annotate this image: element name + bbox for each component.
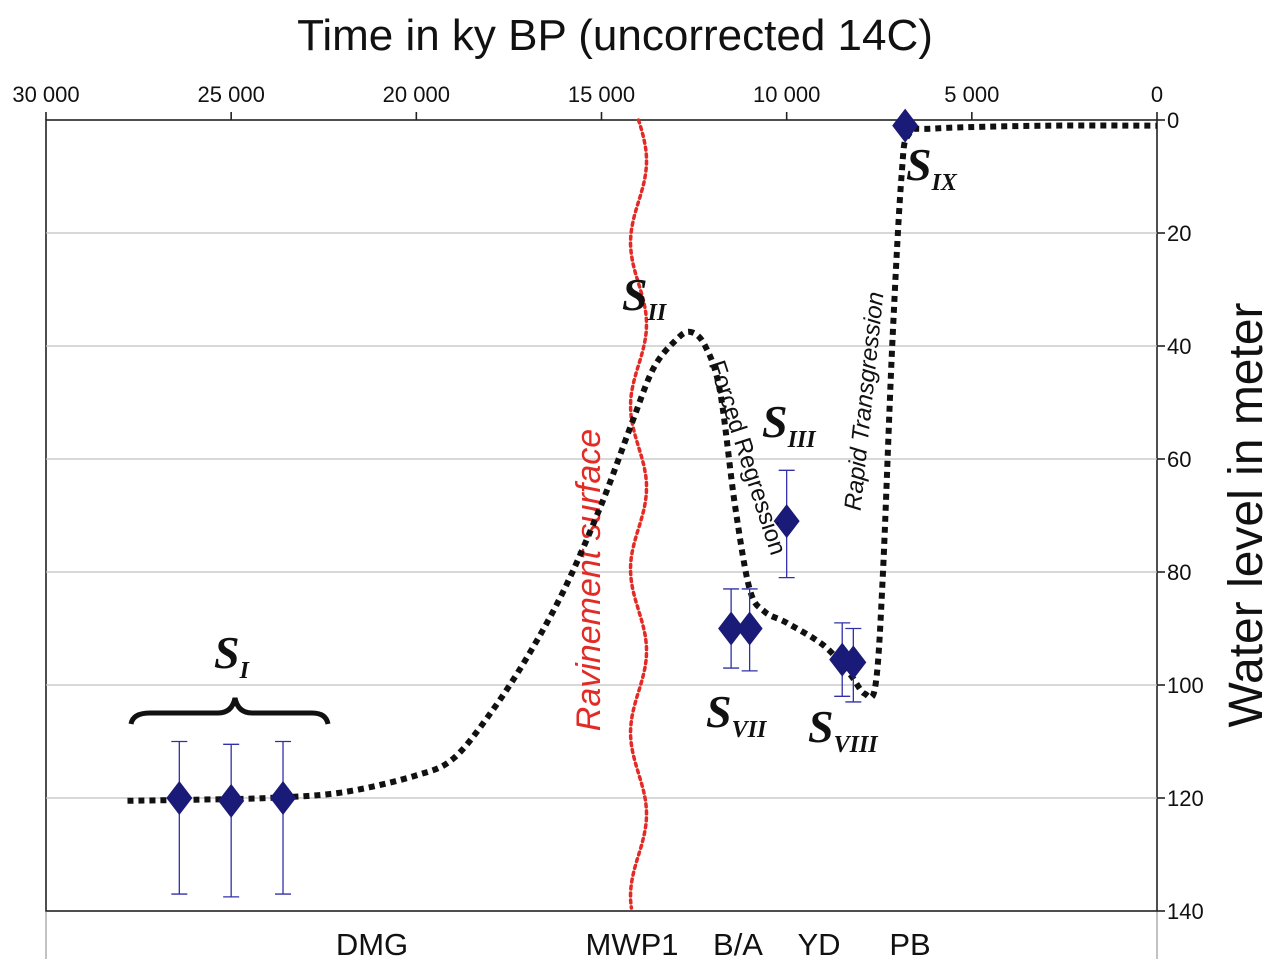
x-tick-label: 15 000 [568,82,635,107]
y-tick-label: 80 [1167,560,1191,585]
error-bars [171,469,862,898]
svg-text:SVIII: SVIII [808,701,879,758]
svg-text:SIX: SIX [906,139,958,196]
y-tick-label: 40 [1167,334,1191,359]
svg-text:SII: SII [622,269,668,326]
forced-regression-label: Forced Regression [703,357,791,558]
s1-brace [128,697,331,725]
x-tick-label: 10 000 [753,82,820,107]
x-tick-label: 25 000 [198,82,265,107]
y-tick-label: 120 [1167,786,1204,811]
period-strip: DMG MWP1 B/A YD PB [45,912,1158,959]
data-point [773,504,800,539]
y-tick-label: 0 [1167,108,1179,133]
y-tick-label: 20 [1167,221,1191,246]
data-point [736,611,763,646]
stage-label-s7: SVII [706,686,768,743]
y-axis-label: Water level in meter [1220,302,1273,727]
stage-label-s2: SII [622,269,668,326]
data-point [892,108,919,143]
svg-text:SI: SI [214,627,251,684]
y-tick-label: 100 [1167,673,1204,698]
x-axis-ticks: 30 000 25 000 20 000 15 000 10 000 5 000 0 [12,82,1163,120]
data-point [218,783,245,818]
data-point [166,781,193,815]
stage-label-s9: SIX [906,139,958,196]
x-tick-label: 20 000 [383,82,450,107]
sea-level-curve [127,122,1158,804]
period-dmg: DMG [336,927,408,959]
chart-title: Time in ky BP (uncorrected 14C) [297,11,933,60]
data-point [718,611,745,646]
data-point [840,645,867,680]
ravinement-label: Ravinement surface [570,429,608,731]
stage-label-s1: SI [214,627,251,684]
stage-label-s3: SIII [762,396,817,453]
x-tick-label: 30 000 [12,82,79,107]
ravinement-surface [628,118,649,910]
period-pb: PB [889,927,930,959]
data-point [270,781,297,815]
y-tick-label: 60 [1167,447,1191,472]
y-axis-ticks: 0 20 40 60 80 100 120 140 [1157,108,1204,924]
svg-text:SVII: SVII [706,686,768,743]
data-markers [166,108,919,818]
period-mwp1: MWP1 [586,927,679,959]
x-tick-label: 5 000 [944,82,999,107]
rapid-transgression-label: Rapid Transgression [840,291,890,512]
ravinement-line [628,118,649,910]
x-tick-label: 0 [1151,82,1163,107]
plot-area [45,119,1158,912]
period-yd: YD [797,927,840,959]
period-ba: B/A [713,927,763,959]
stage-label-s8: SVIII [808,701,879,758]
svg-text:SIII: SIII [762,396,817,453]
y-tick-label: 140 [1167,899,1204,924]
